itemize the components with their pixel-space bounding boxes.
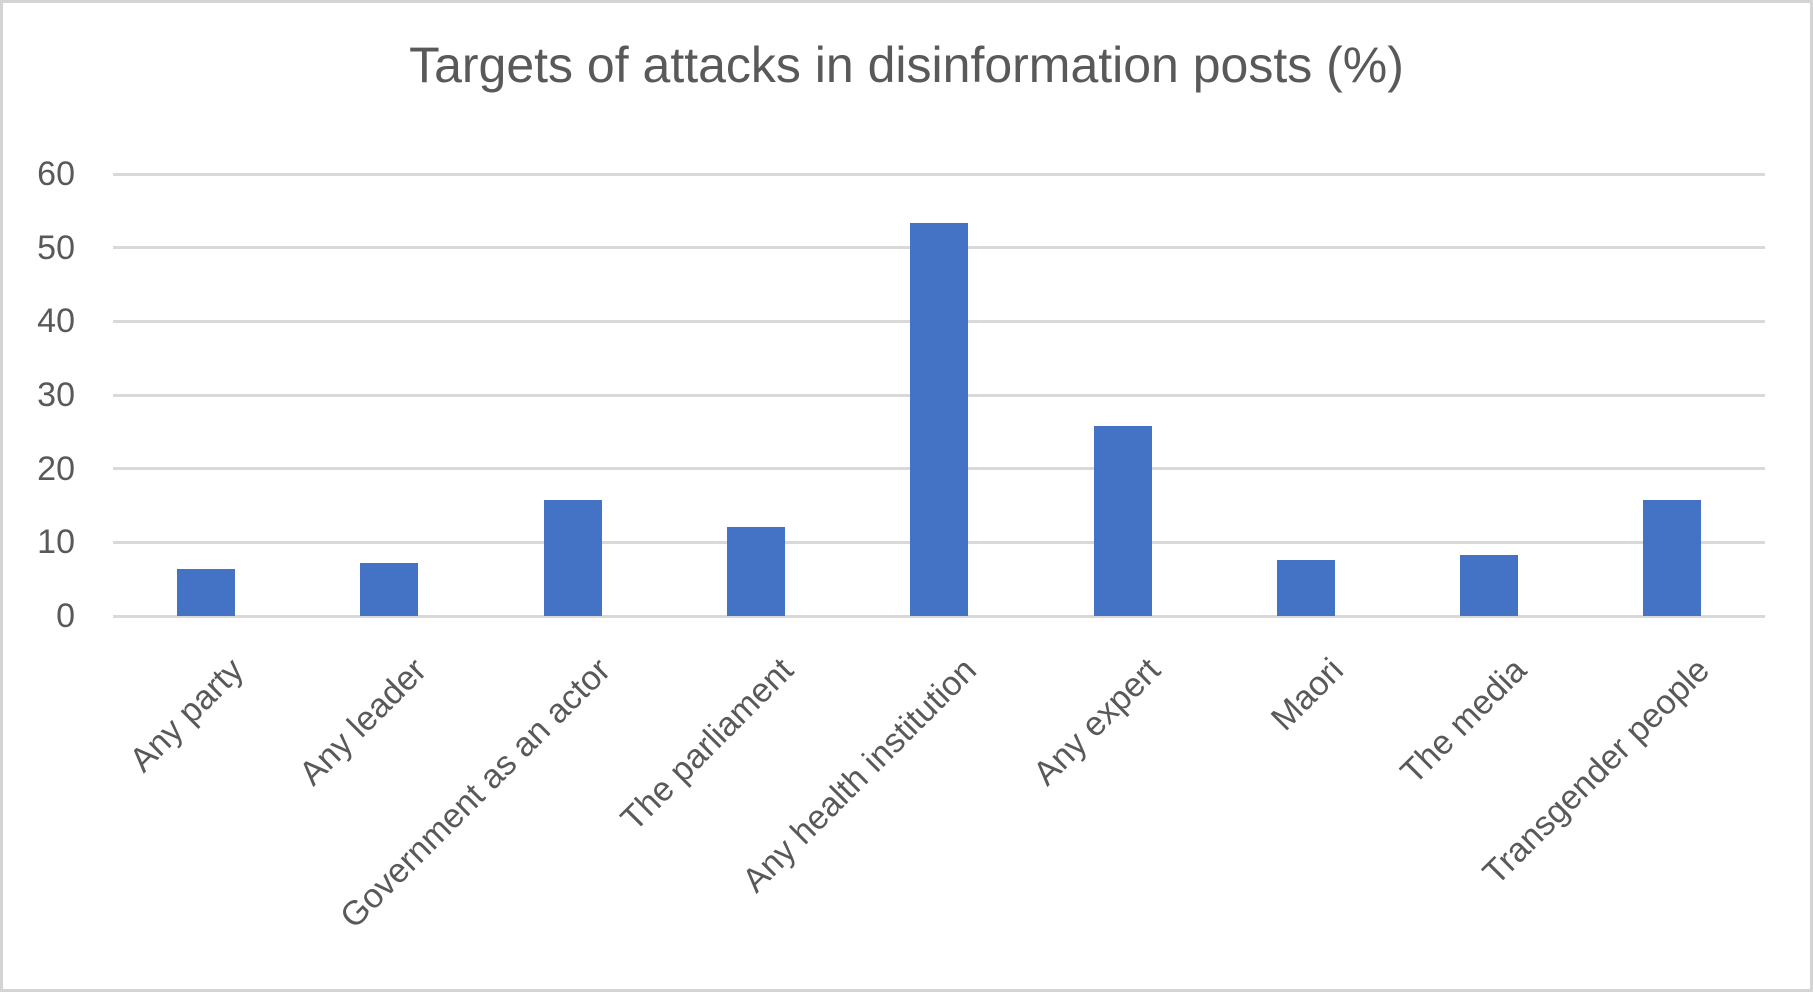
bar-any-expert [1093,425,1152,616]
bar-any-health-institution [910,223,969,616]
x-tick-label-maori: Maori [1263,651,1351,738]
y-tick-label-50: 50 [37,228,75,267]
x-tick-label-the-media: The media [1393,651,1535,792]
x-tick-label-any-leader: Any leader [292,651,435,793]
bar-transgender-people [1643,499,1702,616]
y-tick-label-10: 10 [37,523,75,562]
y-tick-label-40: 40 [37,302,75,341]
gridline-y-60 [113,172,1765,176]
bar-any-leader [360,562,419,616]
bar-maori [1276,560,1335,616]
bar-government-as-an-actor [543,499,602,616]
x-tick-label-any-expert: Any expert [1025,651,1168,793]
y-tick-label-60: 60 [37,155,75,193]
chart-title: Targets of attacks in disinformation pos… [409,37,1404,93]
bar-any-party [177,568,236,616]
y-tick-label-30: 30 [37,376,75,414]
bar-the-parliament [727,526,786,616]
bar-the-media [1460,554,1519,616]
x-tick-label-any-party: Any party [122,651,252,780]
y-tick-label-20: 20 [37,449,75,488]
y-tick-label-0: 0 [56,597,75,635]
x-tick-label-the-parliament: The parliament [613,651,801,839]
